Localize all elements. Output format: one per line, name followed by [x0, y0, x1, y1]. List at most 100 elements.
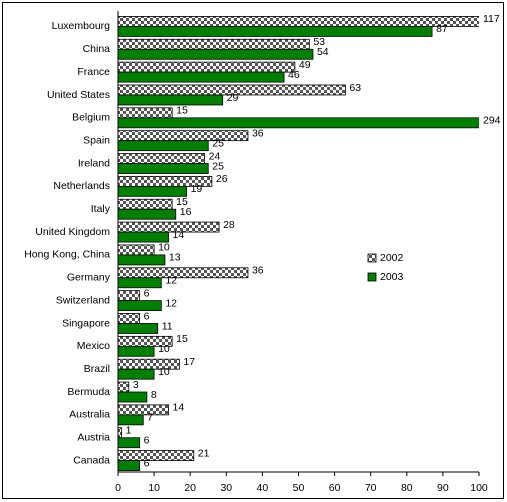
value-label: 63 [349, 82, 361, 94]
value-label: 46 [288, 69, 300, 81]
bar [118, 94, 224, 106]
bar [118, 427, 123, 439]
bar [118, 254, 166, 266]
value-label: 17 [183, 356, 195, 368]
value-label: 14 [173, 402, 185, 414]
x-tick-label: 60 [329, 482, 341, 494]
value-label: 117 [483, 13, 500, 25]
value-label: 26 [216, 173, 228, 185]
bar [118, 290, 141, 302]
legend-label: 2002 [380, 252, 404, 264]
category-label: Canada [73, 454, 110, 466]
value-label: 6 [144, 310, 150, 322]
category-label: Spain [83, 134, 110, 146]
x-tick-label: 50 [293, 482, 305, 494]
bar [118, 26, 433, 37]
value-label: 6 [144, 457, 150, 469]
bar [118, 437, 141, 449]
bar [118, 277, 162, 289]
bar [118, 221, 220, 233]
bar [118, 84, 346, 96]
category-label: Mexico [77, 340, 110, 352]
value-label: 16 [180, 206, 192, 218]
category-label: United States [47, 89, 110, 101]
category-label: Luxembourg [52, 20, 111, 32]
value-label: 10 [158, 343, 170, 355]
value-label: 36 [252, 127, 264, 139]
bar [118, 450, 195, 461]
value-label: 15 [176, 333, 188, 345]
category-label: Italy [91, 203, 111, 215]
bar [118, 198, 173, 210]
x-tick-label: 30 [220, 482, 232, 494]
x-tick-label: 20 [184, 482, 196, 494]
plot-bars [118, 16, 479, 471]
x-tick-label: 10 [148, 482, 160, 494]
bar [118, 244, 155, 256]
bar [118, 231, 169, 243]
bar [118, 208, 177, 220]
category-label: France [77, 66, 110, 78]
bar [118, 460, 141, 471]
category-label: Austria [77, 432, 110, 444]
value-label: 24 [209, 150, 221, 162]
value-label: 6 [144, 287, 150, 299]
value-label: 14 [173, 229, 185, 241]
bar [118, 358, 180, 370]
value-label: 87 [436, 23, 448, 35]
value-label: 13 [169, 252, 181, 264]
value-label: 54 [317, 46, 329, 58]
bar [118, 107, 173, 119]
bar [118, 323, 159, 334]
value-label: 53 [313, 36, 325, 48]
bar [118, 300, 162, 312]
bar [118, 38, 310, 50]
value-label: 12 [165, 275, 177, 287]
category-label: Belgium [72, 112, 110, 124]
category-label: Bermuda [67, 386, 110, 398]
value-label: 10 [158, 366, 170, 378]
value-label: 49 [299, 59, 311, 71]
value-label: 11 [162, 320, 173, 332]
value-label: 12 [165, 297, 177, 309]
value-label: 29 [227, 92, 239, 104]
category-label: United Kingdom [35, 226, 110, 238]
category-label: Singapore [62, 317, 110, 329]
x-tick-label: 70 [365, 482, 377, 494]
legend-label: 2003 [380, 271, 404, 283]
value-label: 25 [212, 137, 224, 149]
value-label: 25 [212, 160, 224, 172]
bar [118, 16, 479, 27]
legend-swatch [367, 253, 377, 263]
x-tick-label: 90 [437, 482, 449, 494]
bar [118, 48, 314, 60]
category-label: Switzerland [56, 294, 110, 306]
category-label: Hong Kong, China [24, 249, 110, 261]
bar [118, 163, 209, 174]
bar [118, 414, 144, 426]
category-label: Ireland [78, 157, 110, 169]
value-label: 15 [176, 196, 188, 208]
x-tick-label: 80 [401, 482, 413, 494]
bar [118, 391, 148, 403]
bar [118, 313, 141, 324]
category-label: Brazil [84, 363, 110, 375]
value-label: 36 [252, 265, 264, 277]
value-label: 10 [158, 242, 170, 254]
bar [118, 368, 155, 380]
value-label: 6 [144, 435, 150, 447]
bar [118, 153, 206, 164]
value-label: 1 [126, 425, 132, 437]
value-label: 3 [133, 379, 139, 391]
category-label: Netherlands [53, 180, 110, 192]
category-label: Australia [69, 409, 110, 421]
x-tick-label: 40 [257, 482, 269, 494]
category-label: China [83, 43, 111, 55]
bar [118, 117, 479, 129]
bar [118, 381, 130, 393]
bar [118, 267, 249, 279]
value-label: 7 [147, 412, 153, 424]
value-label: 28 [223, 219, 235, 231]
